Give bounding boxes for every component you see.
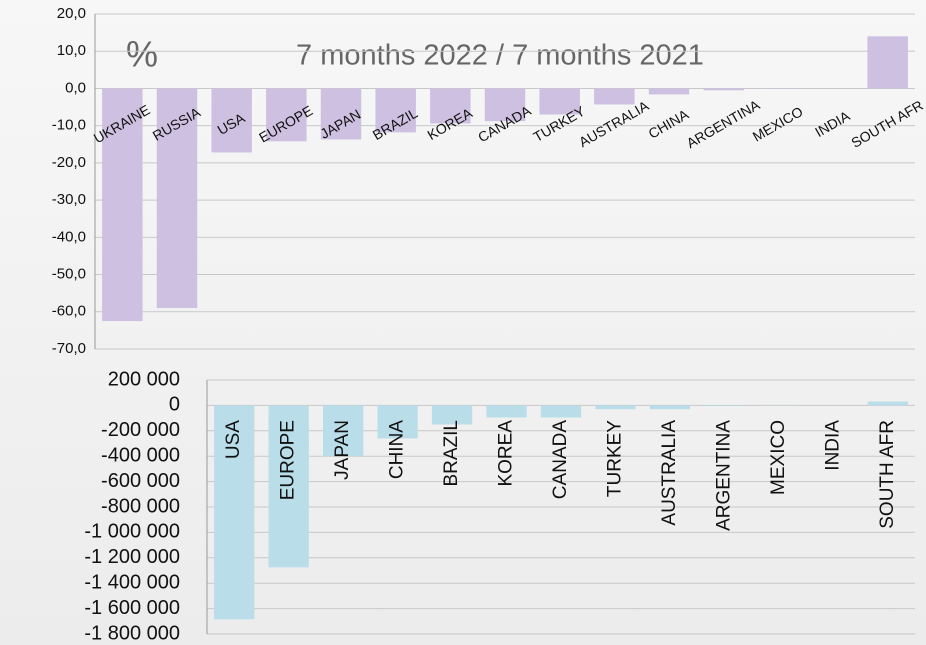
y-tick-label: 20,0 xyxy=(57,5,86,22)
x-tick-label: USA xyxy=(223,420,244,459)
x-tick-label: ARGENTINA xyxy=(713,420,734,531)
x-tick-label: CHINA xyxy=(387,420,408,479)
y-tick-label: -800 000 xyxy=(101,495,180,517)
y-tick-label: -60,0 xyxy=(52,303,86,320)
y-tick-label: -70,0 xyxy=(52,340,86,357)
x-tick-label: CANADA xyxy=(550,420,571,500)
y-tick-label: -20,0 xyxy=(52,154,86,171)
x-tick-label: KOREA xyxy=(496,420,517,487)
x-tick-label: TURKEY xyxy=(604,420,625,497)
chart-title: 7 months 2022 / 7 months 2021 xyxy=(296,40,704,72)
bar xyxy=(102,88,143,322)
bar xyxy=(266,88,307,142)
bar xyxy=(268,405,309,568)
bar xyxy=(486,405,527,418)
annotation: % xyxy=(126,34,158,75)
y-tick-label: -400 000 xyxy=(101,444,180,466)
x-tick-label: BRAZIL xyxy=(441,420,462,487)
bar xyxy=(156,88,198,309)
x-tick-label: SOUTH AFR xyxy=(848,97,925,151)
x-tick-label: AUSTRALIA xyxy=(659,420,680,526)
bar xyxy=(539,88,580,115)
x-tick-label: MEXICO xyxy=(768,420,789,495)
x-tick-label: SOUTH AFR xyxy=(877,420,898,529)
bar xyxy=(484,88,526,122)
y-tick-label: -10,0 xyxy=(52,117,86,134)
bar xyxy=(540,405,582,418)
y-tick-label: -1 200 000 xyxy=(84,546,180,568)
x-tick-label: AUSTRALIA xyxy=(576,97,652,150)
bar xyxy=(595,405,636,410)
y-tick-label: 0,0 xyxy=(65,79,86,96)
y-tick-label: -1 600 000 xyxy=(84,597,180,619)
y-tick-label: 10,0 xyxy=(57,42,86,59)
y-tick-label: 200 000 xyxy=(108,368,180,390)
x-tick-label: INDIA xyxy=(822,420,843,471)
x-tick-label: EUROPE xyxy=(278,420,299,500)
bar xyxy=(431,405,473,425)
bar xyxy=(704,405,745,407)
y-tick-label: -1 000 000 xyxy=(84,521,180,543)
bar xyxy=(648,88,690,95)
y-tick-label: -600 000 xyxy=(101,470,180,492)
bar xyxy=(377,405,418,439)
bar xyxy=(867,36,908,89)
y-tick-label: -1 400 000 xyxy=(84,571,180,593)
y-tick-label: -50,0 xyxy=(52,266,86,283)
y-tick-label: -200 000 xyxy=(101,419,180,441)
x-tick-label: ARGENTINA xyxy=(684,96,763,151)
bar xyxy=(320,88,362,140)
bar xyxy=(703,88,744,91)
bar xyxy=(867,401,908,406)
x-tick-label: INDIA xyxy=(812,107,853,140)
y-tick-label: -30,0 xyxy=(52,191,86,208)
x-tick-label: JAPAN xyxy=(332,420,353,480)
bar xyxy=(649,405,691,410)
y-tick-label: -40,0 xyxy=(52,228,86,245)
bar xyxy=(594,88,635,105)
y-tick-label: 0 xyxy=(169,394,180,416)
y-tick-label: -1 800 000 xyxy=(84,622,180,644)
bar xyxy=(323,405,364,457)
bar xyxy=(375,88,416,133)
bar xyxy=(214,405,255,620)
bar xyxy=(430,88,471,124)
bar xyxy=(211,88,252,153)
